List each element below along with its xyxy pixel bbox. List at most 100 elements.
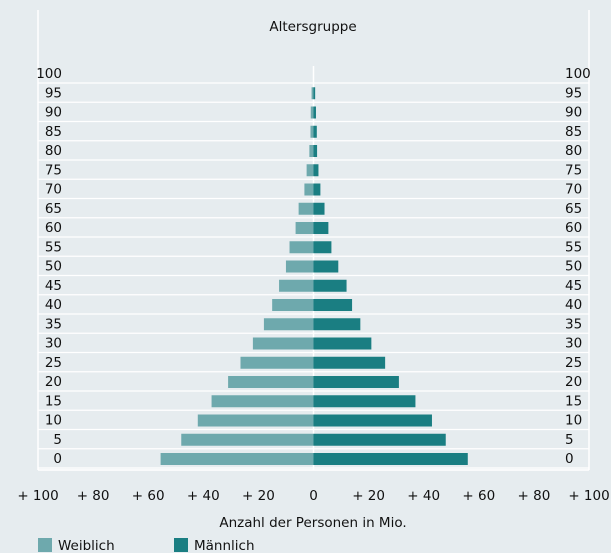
- bar: [181, 433, 314, 446]
- bar: [272, 299, 314, 311]
- bar: [313, 125, 317, 138]
- x-tick-label: 0: [309, 488, 318, 504]
- x-tick-label: + 100: [568, 488, 609, 504]
- y-tick-label: 0: [565, 451, 574, 467]
- bar: [263, 318, 314, 331]
- y-tick-label: 75: [565, 162, 582, 178]
- y-tick-label: 95: [565, 85, 582, 101]
- y-tick-label: 10: [565, 413, 582, 429]
- x-tick-label: + 40: [407, 488, 440, 504]
- y-tick-label: 15: [565, 393, 582, 409]
- y-tick-label: 30: [565, 336, 582, 352]
- y-tick-label: 50: [565, 259, 582, 275]
- bar: [313, 433, 446, 446]
- y-tick-label: 95: [45, 85, 62, 101]
- bar: [160, 453, 314, 465]
- x-tick-label: + 40: [187, 488, 220, 504]
- y-tick-label: 25: [45, 355, 62, 371]
- y-tick-label: 70: [565, 182, 582, 198]
- bar: [298, 202, 314, 215]
- y-tick-label: 85: [565, 124, 582, 140]
- bar: [313, 87, 316, 100]
- bar: [313, 106, 316, 119]
- bar: [304, 183, 314, 196]
- bar: [313, 337, 372, 350]
- y-tick-label: 55: [565, 239, 582, 255]
- bar: [285, 260, 314, 273]
- x-tick-label: + 100: [17, 488, 58, 504]
- y-tick-label: 75: [45, 162, 62, 178]
- y-tick-label: 80: [45, 143, 62, 159]
- bar: [313, 299, 353, 311]
- bar: [240, 356, 314, 369]
- bar: [295, 222, 314, 234]
- y-tick-label: 30: [45, 336, 62, 352]
- bar: [309, 145, 314, 157]
- y-tick-label: 0: [53, 451, 62, 467]
- legend-label: Männlich: [194, 538, 255, 553]
- y-tick-label: 65: [45, 201, 62, 217]
- y-tick-label: 65: [565, 201, 582, 217]
- y-tick-label: 50: [45, 259, 62, 275]
- bar: [306, 164, 314, 177]
- y-tick-label: 25: [565, 355, 582, 371]
- x-tick-label: + 60: [462, 488, 495, 504]
- bar: [313, 145, 318, 157]
- x-tick-label: + 20: [352, 488, 385, 504]
- bar: [313, 318, 361, 331]
- y-tick-label: 45: [45, 278, 62, 294]
- bar: [313, 356, 386, 369]
- bar: [313, 241, 332, 254]
- bar: [313, 164, 319, 177]
- y-tick-label: 70: [45, 182, 62, 198]
- y-tick-label: 20: [45, 374, 62, 390]
- bar: [313, 260, 339, 273]
- x-tick-label: + 80: [77, 488, 110, 504]
- y-tick-label: 100: [36, 66, 62, 82]
- bar: [313, 183, 321, 196]
- x-tick-label: + 20: [242, 488, 275, 504]
- y-tick-label: 15: [45, 393, 62, 409]
- y-tick-label: 40: [565, 297, 582, 313]
- y-tick-label: 5: [53, 432, 62, 448]
- y-tick-label: 10: [45, 413, 62, 429]
- x-axis-title: Anzahl der Personen in Mio.: [219, 515, 406, 531]
- bar: [310, 125, 314, 138]
- y-tick-label: 20: [565, 374, 582, 390]
- y-tick-label: 60: [45, 220, 62, 236]
- bar: [252, 337, 314, 350]
- legend-swatch: [174, 538, 188, 552]
- bar: [197, 414, 314, 427]
- y-tick-label: 35: [45, 316, 62, 332]
- bar: [311, 87, 314, 100]
- y-tick-label: 90: [45, 105, 62, 121]
- bar: [313, 202, 325, 215]
- bar: [211, 395, 314, 408]
- y-tick-label: 35: [565, 316, 582, 332]
- y-tick-label: 60: [565, 220, 582, 236]
- y-tick-label: 5: [565, 432, 574, 448]
- legend-swatch: [38, 538, 52, 552]
- bar: [313, 414, 432, 427]
- x-tick-label: + 80: [518, 488, 551, 504]
- x-tick-label: + 60: [132, 488, 165, 504]
- y-tick-label: 85: [45, 124, 62, 140]
- chart-title: Altersgruppe: [269, 19, 356, 35]
- y-tick-label: 100: [565, 66, 591, 82]
- bar: [313, 395, 416, 408]
- legend-label: Weiblich: [58, 538, 115, 553]
- bar: [313, 279, 347, 292]
- bar: [313, 453, 468, 465]
- bar: [310, 106, 314, 119]
- bar: [279, 279, 314, 292]
- bar: [313, 222, 329, 234]
- bar: [289, 241, 314, 254]
- y-tick-label: 90: [565, 105, 582, 121]
- y-tick-label: 80: [565, 143, 582, 159]
- y-tick-label: 40: [45, 297, 62, 313]
- bar: [228, 376, 314, 388]
- y-tick-label: 45: [565, 278, 582, 294]
- bar: [313, 376, 399, 388]
